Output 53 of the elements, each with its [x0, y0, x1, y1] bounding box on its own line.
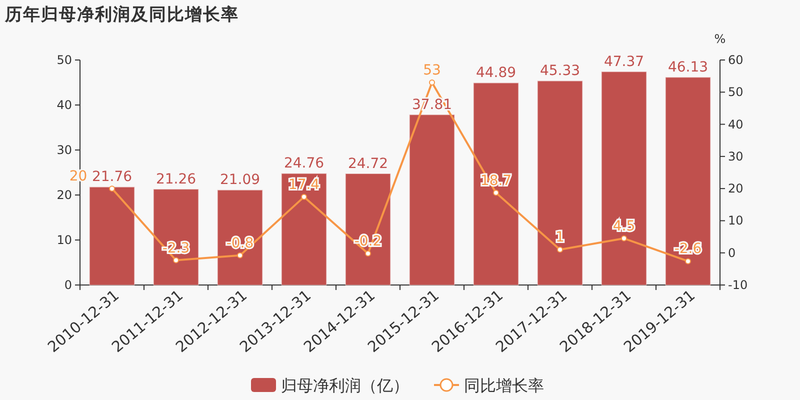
data-label: 24.72	[348, 156, 388, 172]
y-tick-label: 30	[56, 143, 72, 157]
point	[493, 190, 499, 196]
bar	[153, 189, 199, 286]
point	[173, 257, 179, 264]
y2-tick-label: 0	[728, 246, 736, 260]
data-label: 21.09	[220, 172, 260, 188]
point	[109, 186, 115, 192]
y2-tick-label: -10	[728, 278, 748, 292]
legend-label: 同比增长率	[464, 376, 544, 395]
y2-tick-label: 40	[728, 117, 744, 132]
bar	[537, 80, 583, 286]
bar	[665, 77, 711, 286]
data-label: 21.76	[92, 169, 132, 186]
data-label: 46.13	[668, 59, 708, 76]
data-label: 45.33	[540, 63, 580, 80]
y-tick-label: 10	[56, 233, 72, 247]
y-tick-label: 0	[64, 278, 72, 292]
legend-label: 归母净利润（亿）	[281, 376, 409, 395]
data-label: -2.6	[674, 241, 702, 258]
data-label: -0.8	[226, 235, 254, 252]
y2-tick-label: 60	[728, 53, 744, 67]
point	[301, 194, 307, 200]
bar	[217, 190, 263, 286]
data-label: 17.4	[288, 176, 320, 193]
data-label: 21.26	[156, 171, 196, 188]
y2-axis-title: %	[714, 32, 726, 46]
data-label: 53	[423, 62, 441, 78]
data-label: 1	[556, 230, 564, 246]
point	[685, 258, 691, 264]
bar	[473, 82, 519, 286]
y2-tick-label: 10	[728, 214, 744, 228]
chart-title: 历年归母净利润及同比增长率	[4, 5, 239, 25]
point	[557, 246, 563, 253]
point	[365, 250, 371, 256]
point	[621, 235, 627, 242]
point	[429, 80, 435, 86]
data-label: 47.37	[604, 54, 644, 70]
data-label: 24.76	[284, 156, 324, 172]
y2-tick-label: 50	[728, 85, 744, 100]
bar	[601, 72, 647, 286]
bar	[345, 174, 391, 286]
data-label: 44.89	[476, 64, 516, 81]
y-tick-label: 50	[56, 53, 72, 67]
y-tick-label: 20	[56, 188, 72, 202]
y2-tick-label: 30	[728, 149, 744, 164]
point	[237, 252, 243, 258]
bar	[89, 186, 135, 286]
data-label: 4.5	[612, 218, 636, 234]
bar	[409, 114, 455, 286]
y2-tick-label: 20	[728, 182, 744, 196]
bar	[281, 173, 327, 286]
y-tick-label: 40	[56, 98, 72, 112]
